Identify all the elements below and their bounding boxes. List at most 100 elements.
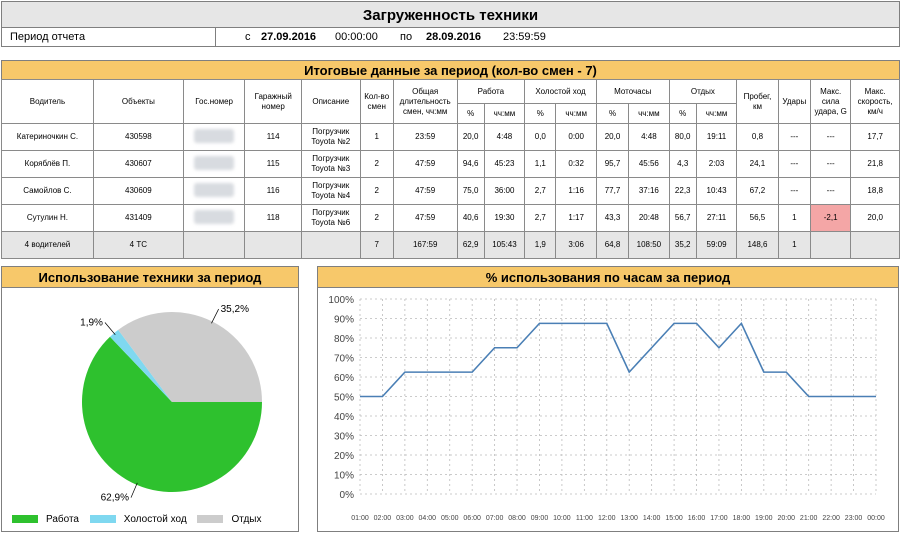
sub-hhmm: чч:мм: [483, 103, 526, 124]
cell-shifts: 2: [359, 177, 394, 205]
cell-plate: [182, 123, 246, 151]
table-row: Сутулин Н. 431409 118 Погрузчик Toyota №…: [1, 204, 900, 232]
cell-work-pct: 75,0: [456, 177, 485, 205]
blurred-plate: [194, 128, 235, 143]
total-force: [809, 231, 852, 259]
col-engine: Моточасы: [595, 79, 670, 104]
y-tick-label: 20%: [334, 451, 354, 462]
cell-shifts: 2: [359, 150, 394, 178]
blurred-plate: [194, 155, 235, 170]
summary-title: Итоговые данные за период (кол-во смен -…: [1, 60, 900, 80]
to-date: 28.09.2016: [426, 31, 482, 43]
pie-chart: 62,9% 1,9% 35,2%: [80, 304, 263, 504]
sub-hhmm: чч:мм: [555, 103, 597, 124]
cell-engine-pct: 95,7: [595, 150, 630, 178]
col-shifts: Кол-во смен: [359, 79, 394, 124]
cell-speed: 18,8: [850, 177, 900, 205]
col-idle: Холостой ход: [524, 79, 597, 104]
cell-work-pct: 40,6: [456, 204, 485, 232]
cell-hits: ---: [777, 150, 811, 178]
to-prefix: по: [400, 31, 413, 43]
sub-pct: %: [668, 103, 697, 124]
legend-item-idle: Холостой ход: [89, 514, 187, 525]
cell-work-time: 19:30: [483, 204, 526, 232]
y-tick-label: 40%: [334, 412, 354, 423]
totals-row: 4 водителей 4 ТС 7 167:59 62,9 105:43 1,…: [1, 231, 900, 259]
total-desc: [300, 231, 361, 259]
cell-rest-time: 2:03: [695, 150, 738, 178]
cell-object: 430609: [92, 177, 184, 205]
cell-engine-time: 37:16: [628, 177, 670, 205]
blurred-plate: [194, 182, 235, 197]
x-tick-label: 20:00: [777, 515, 795, 522]
sub-hhmm: чч:мм: [695, 103, 738, 124]
cell-rest-time: 19:11: [695, 123, 738, 151]
x-tick-label: 21:00: [800, 515, 818, 522]
cell-rest-pct: 4,3: [668, 150, 697, 178]
total-mileage: 148,6: [736, 231, 779, 259]
x-tick-label: 03:00: [396, 515, 414, 522]
cell-shifts: 2: [359, 204, 394, 232]
cell-work-time: 45:23: [483, 150, 526, 178]
cell-engine-time: 20:48: [628, 204, 670, 232]
total-total: 167:59: [392, 231, 458, 259]
x-tick-label: 06:00: [463, 515, 481, 522]
cell-idle-time: 1:17: [555, 204, 597, 232]
legend-swatch-rest: [197, 515, 224, 524]
x-tick-label: 01:00: [351, 515, 369, 522]
cell-force: ---: [809, 150, 852, 178]
cell-mileage: 24,1: [736, 150, 779, 178]
period-label: Период отчета: [2, 28, 216, 46]
cell-plate: [182, 150, 246, 178]
cell-garage: 115: [244, 150, 302, 178]
cell-idle-time: 0:00: [555, 123, 597, 151]
x-tick-label: 22:00: [822, 515, 840, 522]
legend-item-work: Работа: [12, 514, 79, 525]
pie-legend: Работа Холостой ход Отдых: [12, 514, 270, 525]
total-work-time: 105:43: [483, 231, 526, 259]
cell-object: 431409: [92, 204, 184, 232]
cell-object: 430598: [92, 123, 184, 151]
usage-series-line: [360, 321, 876, 398]
cell-idle-pct: 2,7: [524, 177, 557, 205]
cell-rest-pct: 80,0: [668, 123, 697, 151]
to-time: 23:59:59: [503, 31, 546, 43]
cell-work-pct: 94,6: [456, 150, 485, 178]
cell-object: 430607: [92, 150, 184, 178]
cell-rest-pct: 22,3: [668, 177, 697, 205]
legend-label-idle: Холостой ход: [123, 514, 187, 525]
total-plate: [182, 231, 246, 259]
total-idle-time: 3:06: [555, 231, 597, 259]
cell-work-time: 36:00: [483, 177, 526, 205]
x-tick-label: 19:00: [755, 515, 773, 522]
cell-garage: 114: [244, 123, 302, 151]
cell-desc: Погрузчик Toyota №3: [300, 150, 361, 178]
total-engine-time: 108:50: [628, 231, 670, 259]
col-desc: Описание: [300, 79, 361, 124]
total-speed: [850, 231, 900, 259]
from-time: 00:00:00: [335, 31, 378, 43]
pie-slice-rest: [118, 312, 262, 402]
cell-rest-time: 27:11: [695, 204, 738, 232]
total-hits: 1: [777, 231, 811, 259]
pie-leader-idle: [104, 322, 116, 335]
x-tick-label: 18:00: [733, 515, 751, 522]
x-tick-label: 08:00: [508, 515, 526, 522]
pie-panel: Использование техники за период 62,9% 1,9…: [1, 266, 299, 532]
x-tick-label: 07:00: [486, 515, 504, 522]
cell-engine-time: 45:56: [628, 150, 670, 178]
x-tick-label: 11:00: [576, 515, 593, 522]
x-tick-label: 04:00: [419, 515, 437, 522]
line-title: % использования по часам за период: [318, 267, 898, 288]
x-tick-label: 17:00: [710, 515, 728, 522]
cell-driver: Коряблёв П.: [1, 150, 94, 178]
x-tick-label: 05:00: [441, 515, 459, 522]
cell-force: ---: [809, 123, 852, 151]
pie-slice-work: [82, 336, 263, 492]
cell-idle-pct: 1,1: [524, 150, 557, 178]
table-row: Коряблёв П. 430607 115 Погрузчик Toyota …: [1, 150, 900, 178]
y-tick-label: 70%: [334, 354, 354, 365]
pie-slice-idle: [109, 329, 172, 402]
x-tick-label: 14:00: [643, 515, 661, 522]
total-work-pct: 62,9: [456, 231, 485, 259]
